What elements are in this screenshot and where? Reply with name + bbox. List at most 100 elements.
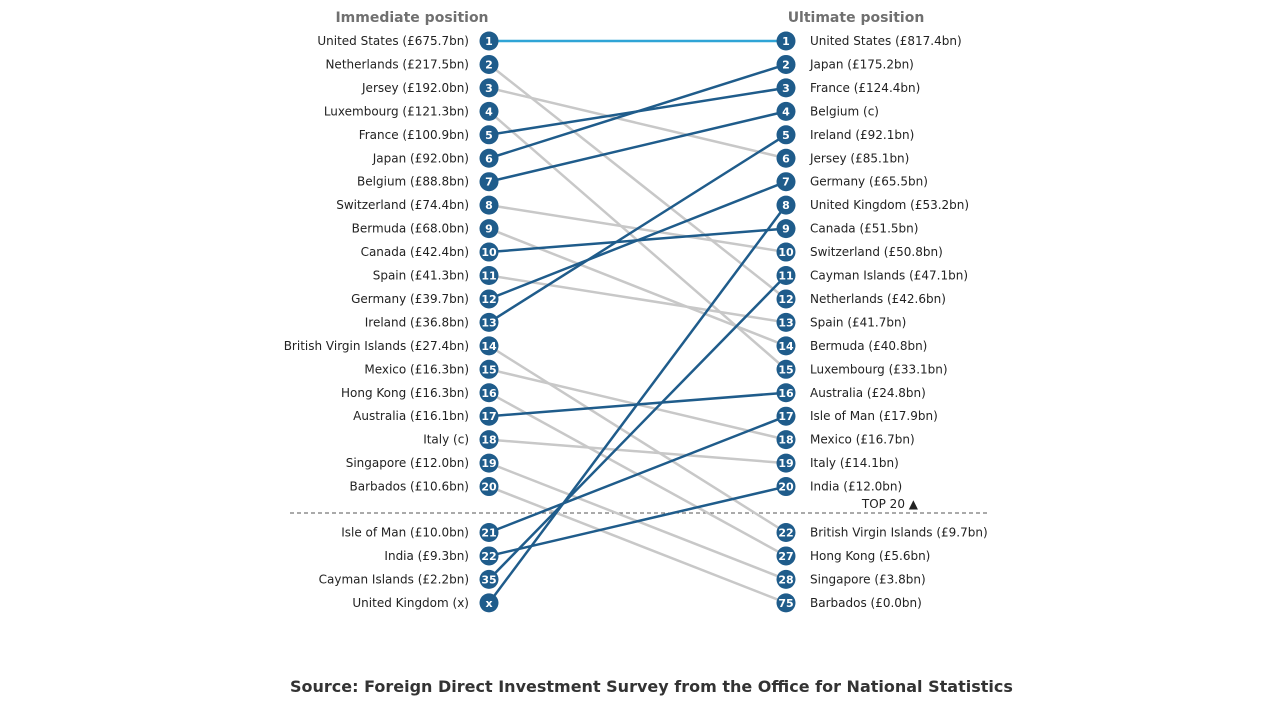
right-rank-number: 19 [778, 457, 793, 470]
top20-marker: TOP 20 ▲ [861, 497, 919, 511]
right-rank-number: 27 [778, 550, 793, 563]
right-rank-number: 16 [778, 387, 794, 400]
left-country-label: Ireland (£36.8bn) [365, 315, 469, 329]
left-rank-badge [479, 453, 499, 473]
right-rank-number: 9 [782, 223, 790, 236]
right-rank-number: 18 [778, 434, 793, 447]
right-country-label: Japan (£175.2bn) [809, 57, 914, 71]
left-rank-badge [479, 54, 499, 74]
left-row: 35 Cayman Islands (£2.2bn) [319, 569, 499, 589]
right-rank-number: 13 [778, 316, 793, 329]
left-rank-badge [479, 172, 499, 192]
right-rank-badge [776, 31, 796, 51]
left-rank-number: 16 [481, 387, 497, 400]
left-rank-number: 1 [485, 35, 493, 48]
right-rank-badge [776, 289, 796, 309]
right-country-label: Bermuda (£40.8bn) [810, 339, 927, 353]
left-rank-number: 6 [485, 152, 493, 165]
left-rank-badge [479, 546, 499, 566]
left-rank-badge [479, 242, 499, 262]
right-rank-badge [776, 359, 796, 379]
left-row: 18 Italy (c) [423, 430, 499, 450]
link-line [488, 110, 787, 183]
left-country-label: Belgium (£88.8bn) [357, 175, 469, 189]
left-row: 21 Isle of Man (£10.0bn) [341, 523, 499, 542]
nodes-group: 1 United States (£675.7bn) 2 Netherlands (£… [284, 31, 988, 613]
left-rank-number: 18 [481, 434, 496, 447]
right-row: 19 Italy (£14.1bn) [776, 453, 899, 473]
link-line [488, 133, 787, 324]
right-rank-badge [776, 195, 796, 215]
left-row: 8 Switzerland (£74.4bn) [336, 195, 499, 215]
right-row: 28 Singapore (£3.8bn) [776, 569, 926, 589]
right-row: 7 Germany (£65.5bn) [776, 172, 928, 192]
left-country-label: Spain (£41.3bn) [373, 269, 469, 283]
left-country-label: United States (£675.7bn) [317, 34, 469, 48]
left-country-label: Germany (£39.7bn) [351, 292, 469, 306]
left-rank-badge [479, 336, 499, 356]
left-rank-number: 4 [485, 105, 493, 118]
left-row: 10 Canada (£42.4bn) [361, 242, 499, 262]
right-country-label: British Virgin Islands (£9.7bn) [810, 526, 988, 540]
left-country-label: Netherlands (£217.5bn) [325, 57, 469, 71]
left-rank-badge [479, 430, 499, 450]
right-header: Ultimate position [788, 10, 925, 26]
links-group [487, 39, 788, 605]
right-rank-badge [776, 242, 796, 262]
right-row: 1 United States (£817.4bn) [776, 31, 962, 51]
right-rank-badge [776, 101, 796, 121]
right-row: 2 Japan (£175.2bn) [776, 54, 914, 74]
right-country-label: Switzerland (£50.8bn) [810, 245, 943, 259]
left-rank-number: 3 [485, 82, 493, 95]
link-line [488, 344, 787, 534]
left-rank-badge [479, 359, 499, 379]
right-country-label: Jersey (£85.1bn) [809, 151, 909, 165]
left-rank-badge [479, 125, 499, 145]
right-row: 20 India (£12.0bn) [776, 477, 902, 497]
left-rank-badge [479, 289, 499, 309]
right-rank-number: 11 [778, 270, 793, 283]
left-header: Immediate position [335, 10, 488, 26]
right-row: 13 Spain (£41.7bn) [776, 312, 906, 332]
left-rank-badge [479, 219, 499, 239]
left-rank-number: 8 [485, 199, 493, 212]
right-country-label: Germany (£65.5bn) [810, 175, 928, 189]
right-rank-number: 3 [782, 82, 790, 95]
right-rank-badge [776, 312, 796, 332]
right-country-label: Canada (£51.5bn) [810, 222, 918, 236]
left-row: 1 United States (£675.7bn) [317, 31, 499, 51]
left-rank-number: 5 [485, 129, 493, 142]
right-country-label: Singapore (£3.8bn) [810, 572, 926, 586]
right-rank-badge [776, 54, 796, 74]
left-row: 3 Jersey (£192.0bn) [361, 78, 499, 98]
right-rank-number: 8 [782, 199, 790, 212]
right-rank-badge [776, 477, 796, 497]
right-country-label: Spain (£41.7bn) [810, 315, 906, 329]
right-country-label: Hong Kong (£5.6bn) [810, 549, 930, 563]
right-row: 16 Australia (£24.8bn) [776, 383, 926, 403]
left-country-label: Bermuda (£68.0bn) [352, 222, 469, 236]
left-country-label: Japan (£92.0bn) [372, 151, 469, 165]
right-rank-number: 14 [778, 340, 794, 353]
right-rank-number: 22 [778, 527, 793, 540]
right-rank-badge [776, 406, 796, 426]
right-rank-badge [776, 383, 796, 403]
left-rank-number: 20 [481, 481, 497, 494]
left-rank-badge [479, 312, 499, 332]
right-country-label: Luxembourg (£33.1bn) [810, 362, 948, 376]
left-rank-badge [479, 477, 499, 497]
right-country-label: Isle of Man (£17.9bn) [810, 409, 938, 423]
right-row: 11 Cayman Islands (£47.1bn) [776, 266, 968, 285]
right-country-label: Mexico (£16.7bn) [810, 433, 915, 447]
right-country-label: Netherlands (£42.6bn) [810, 292, 946, 306]
right-rank-badge [776, 125, 796, 145]
left-rank-number: 21 [481, 527, 496, 540]
left-rank-number: 2 [485, 58, 493, 71]
right-row: 75 Barbados (£0.0bn) [776, 593, 922, 613]
left-rank-number: 35 [481, 573, 496, 586]
left-rank-number: 22 [481, 550, 496, 563]
left-row: x United Kingdom (x) [352, 593, 499, 613]
left-row: 12 Germany (£39.7bn) [351, 289, 499, 309]
left-rank-number: 11 [481, 270, 496, 283]
